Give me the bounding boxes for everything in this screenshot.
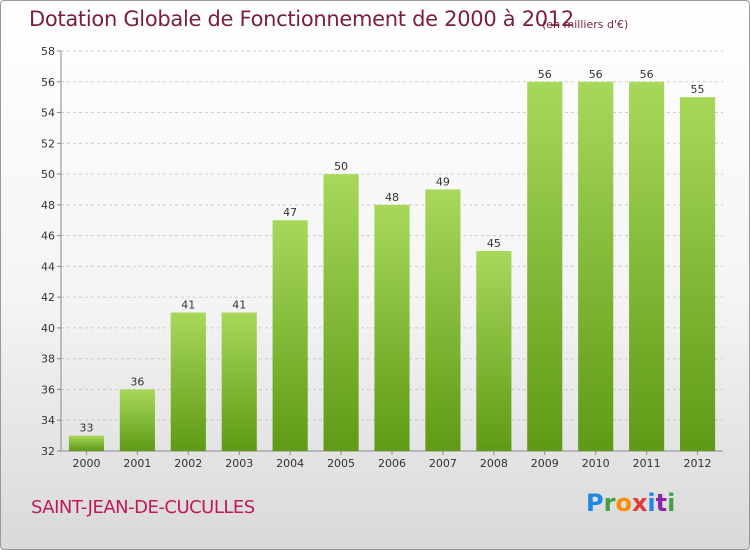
bar-2008 [476, 251, 512, 451]
bars [68, 81, 716, 452]
bar-value-label: 56 [538, 68, 552, 81]
x-tick-label: 2006 [378, 457, 406, 470]
y-tick-label: 34 [41, 414, 55, 427]
x-tick-label: 2001 [123, 457, 151, 470]
y-tick-label: 46 [41, 230, 55, 243]
bar-value-label: 49 [436, 175, 450, 188]
bar-value-label: 33 [79, 422, 93, 435]
logo-letter: i [647, 489, 656, 517]
y-tick-label: 54 [41, 107, 55, 120]
y-tick-label: 38 [41, 353, 55, 366]
x-tick-label: 2007 [429, 457, 457, 470]
bar-2002 [170, 312, 206, 451]
logo-letter: o [615, 489, 632, 517]
proxiti-logo: Proxiti [586, 489, 675, 517]
bar-value-label: 36 [130, 375, 144, 388]
bar-2012 [679, 97, 716, 452]
y-tick-label: 58 [41, 45, 55, 58]
logo-letter: P [586, 489, 604, 517]
x-tick-label: 2000 [72, 457, 100, 470]
bar-value-label: 41 [232, 299, 246, 312]
bar-2004 [272, 220, 308, 451]
logo-letter: t [655, 489, 668, 517]
y-tick-label: 52 [41, 137, 55, 150]
bar-2009 [527, 81, 563, 452]
bar-value-label: 50 [334, 160, 348, 173]
x-tick-label: 2012 [684, 457, 712, 470]
labels: 32 34 36 38 40 42 44 46 48 50 52 54 56 58 2000 33 2001 36… [41, 45, 712, 470]
bar-value-label: 47 [283, 206, 297, 219]
bar-2000 [68, 435, 105, 451]
bar-value-label: 55 [691, 83, 705, 96]
x-tick-label: 2011 [633, 457, 661, 470]
logo-letter: x [631, 489, 648, 517]
y-tick-label: 44 [41, 260, 55, 273]
bar-2007 [425, 189, 461, 451]
bar-2001 [119, 389, 155, 451]
commune-name: SAINT-JEAN-DE-CUCULLES [31, 497, 255, 518]
x-tick-label: 2002 [174, 457, 202, 470]
y-tick-label: 42 [41, 291, 55, 304]
x-tick-label: 2004 [276, 457, 304, 470]
chart-subtitle: (en milliers d'€) [542, 18, 629, 31]
x-tick-label: 2010 [582, 457, 610, 470]
bar-2006 [374, 204, 410, 451]
bar-value-label: 41 [181, 299, 195, 312]
bar-value-label: 45 [487, 237, 501, 250]
bar-2003 [221, 312, 257, 451]
x-tick-label: 2008 [480, 457, 508, 470]
bar-2010 [578, 81, 614, 452]
y-tick-label: 40 [41, 322, 55, 335]
logo-letter: i [667, 489, 676, 517]
bar-value-label: 56 [640, 68, 654, 81]
y-tick-label: 48 [41, 199, 55, 212]
y-tick-label: 50 [41, 168, 55, 181]
y-tick-label: 32 [41, 445, 55, 458]
bar-value-label: 56 [589, 68, 603, 81]
x-tick-label: 2005 [327, 457, 355, 470]
y-tick-label: 36 [41, 383, 55, 396]
x-tick-label: 2009 [531, 457, 559, 470]
x-tick-label: 2003 [225, 457, 253, 470]
chart-title: Dotation Globale de Fonctionnement de 20… [29, 7, 574, 31]
logo-letter: r [603, 489, 616, 517]
bar-value-label: 48 [385, 191, 399, 204]
y-tick-label: 56 [41, 76, 55, 89]
bar-2011 [629, 81, 665, 452]
bar-2005 [323, 174, 359, 452]
